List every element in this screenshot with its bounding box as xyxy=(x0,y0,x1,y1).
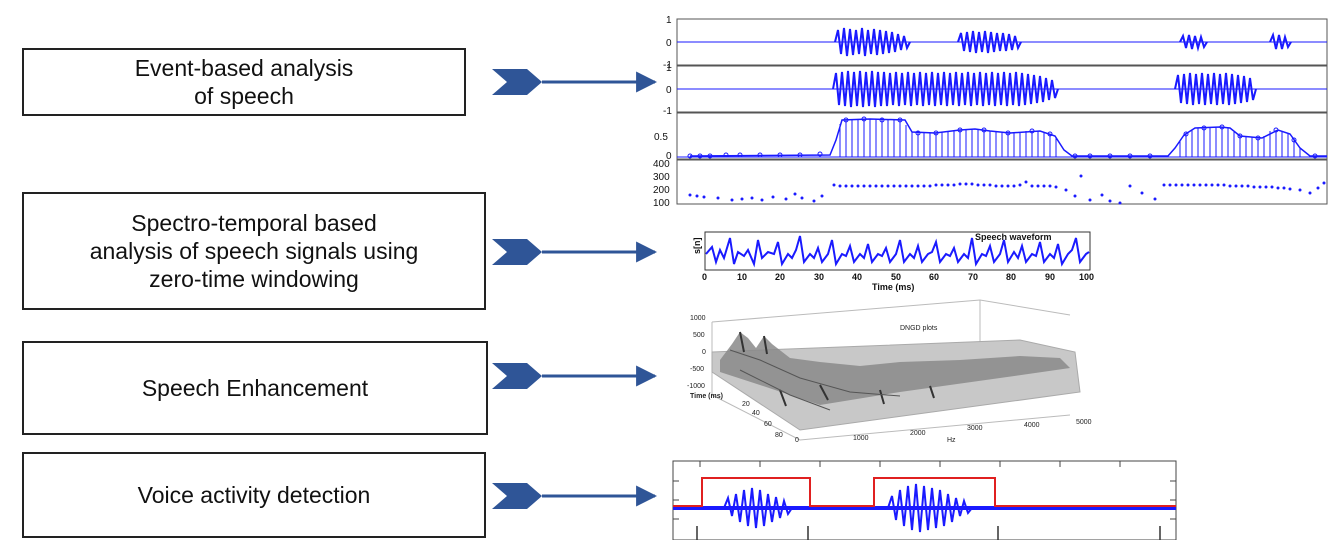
tick-label: 10 xyxy=(737,272,747,282)
chevron-icon xyxy=(492,69,542,95)
axis-label-time: Time (ms) xyxy=(690,393,723,400)
tick-label: 0 xyxy=(702,272,707,282)
chevron-icon xyxy=(492,239,542,265)
tick-label: 40 xyxy=(852,272,862,282)
panel-dngd-surface: DNGD plots 1000 500 0 -500 -1000 Time (m… xyxy=(687,299,1092,444)
tick-label: 1000 xyxy=(690,315,706,322)
connector-row-2 xyxy=(492,239,658,265)
waveform-trace xyxy=(957,30,1022,54)
plot-title: DNGD plots xyxy=(900,325,938,332)
waveform-trace xyxy=(887,483,973,533)
axis-label-freq: Hz xyxy=(947,437,956,444)
panel-speech-waveform: s[n] Speech waveform 0 10 20 30 40 50 60… xyxy=(692,231,1094,292)
tick-label: 60 xyxy=(764,421,772,428)
tick-label: 1000 xyxy=(853,435,869,442)
tick-label: 500 xyxy=(693,332,705,339)
connector-row-4 xyxy=(492,483,658,509)
waveform-trace xyxy=(1179,31,1292,52)
waveform-trace xyxy=(723,487,793,529)
tick-label: -1 xyxy=(663,106,672,117)
box-spectro-temporal-analysis: Spectro-temporal based analysis of speec… xyxy=(22,192,486,310)
tick-label: 70 xyxy=(968,272,978,282)
tick-label: 3000 xyxy=(967,425,983,432)
tick-label: 1 xyxy=(666,15,672,26)
waveform-trace xyxy=(832,70,1059,108)
tick-label: 5000 xyxy=(1076,419,1092,426)
legend-label: Speech waveform xyxy=(975,232,1052,242)
tick-label: 0 xyxy=(666,38,672,49)
tick-label: 100 xyxy=(1079,272,1094,282)
tick-label: 200 xyxy=(653,185,670,196)
box-label: Speech Enhancement xyxy=(141,375,369,401)
tick-label: 0 xyxy=(666,151,672,162)
tick-label: -1 xyxy=(663,60,672,71)
tick-label: 80 xyxy=(775,432,783,439)
tick-label: 2000 xyxy=(910,430,926,437)
vad-decision-trace xyxy=(673,477,1176,507)
box-label: Event-based analysis of speech xyxy=(134,55,354,109)
y-axis-label: s[n] xyxy=(692,238,702,255)
panel-vad xyxy=(672,460,1177,540)
tick-label: 20 xyxy=(742,401,750,408)
tick-label: 100 xyxy=(653,198,670,209)
tick-label: 80 xyxy=(1006,272,1016,282)
tick-label: -1000 xyxy=(687,383,705,390)
tick-label: 30 xyxy=(814,272,824,282)
x-axis-label: Time (ms) xyxy=(872,282,914,292)
connector-row-1 xyxy=(492,69,658,95)
panel-event-based-plots: 1 0 -1 1 0 -1 0.5 0 400 300 200 100 xyxy=(653,15,1328,209)
box-speech-enhancement: Speech Enhancement xyxy=(22,341,488,435)
connector-row-3 xyxy=(492,363,658,389)
box-label: Voice activity detection xyxy=(137,482,371,508)
tick-label: 20 xyxy=(775,272,785,282)
tick-label: 4000 xyxy=(1024,422,1040,429)
event-strength-markers xyxy=(687,116,1318,159)
tick-label: 0 xyxy=(666,85,672,96)
event-strength-stems xyxy=(839,119,1301,157)
tick-label: -500 xyxy=(690,366,704,373)
tick-label: 0 xyxy=(702,349,706,356)
event-strength-trace xyxy=(689,118,1327,157)
chevron-icon xyxy=(492,483,542,509)
x-axis-ticks: 0 10 20 30 40 50 60 70 80 90 100 xyxy=(702,272,1094,282)
waveform-trace xyxy=(834,27,911,57)
tick-label: 50 xyxy=(891,272,901,282)
box-event-based-analysis: Event-based analysis of speech xyxy=(22,48,466,116)
pitch-dots xyxy=(688,174,1326,205)
waveform-trace xyxy=(1174,72,1257,106)
tick-label: 400 xyxy=(653,159,670,170)
tick-label: 60 xyxy=(929,272,939,282)
chevron-icon xyxy=(492,363,542,389)
tick-label: 0 xyxy=(795,437,799,444)
box-voice-activity-detection: Voice activity detection xyxy=(22,452,486,538)
tick-label: 40 xyxy=(752,410,760,417)
surface-peaks xyxy=(720,332,1070,405)
tick-label: 300 xyxy=(653,172,670,183)
tick-label: 90 xyxy=(1045,272,1055,282)
tick-label: 0.5 xyxy=(654,132,668,143)
waveform-trace xyxy=(705,235,1090,268)
box-label: Spectro-temporal based analysis of speec… xyxy=(89,210,419,292)
tick-label: 1 xyxy=(666,63,672,74)
